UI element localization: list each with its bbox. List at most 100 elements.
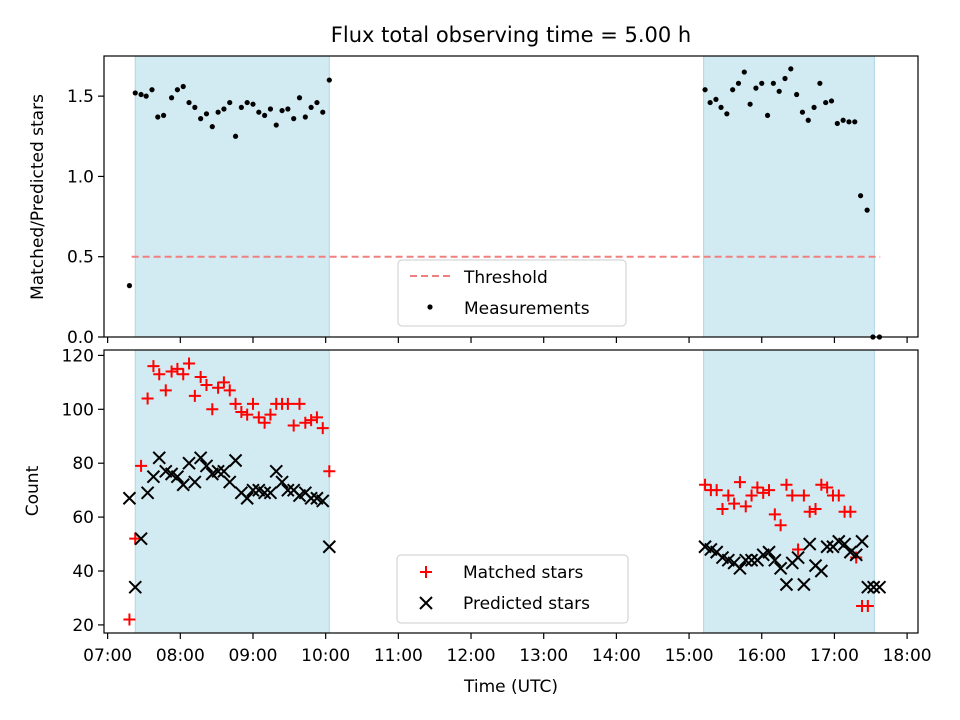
bottom-y-tick-label: 60 (72, 508, 94, 528)
predicted-star-point (872, 580, 887, 594)
x-tick-label: 13:00 (519, 646, 568, 666)
predicted-star-point (275, 475, 289, 489)
predicted-legend-label: Predicted stars (463, 594, 590, 614)
chart-title: Flux total observing time = 5.00 h (331, 23, 691, 47)
predicted-star-point (188, 475, 202, 489)
top-y-tick-label: 0.0 (67, 328, 94, 348)
measurement-point (314, 99, 320, 106)
measurement-point (160, 112, 167, 119)
top-y-tick-label: 0.5 (67, 248, 94, 268)
matched-star-point (299, 416, 312, 429)
predicted-star-point (246, 483, 260, 497)
measurement-point (823, 99, 829, 106)
measurement-point (227, 99, 233, 106)
x-tick-label: 14:00 (592, 646, 641, 666)
predicted-star-point (316, 494, 330, 508)
matched-star-point (281, 397, 294, 410)
measurement-point (735, 80, 742, 86)
matched-legend-label: Matched stars (463, 563, 583, 583)
matched-star-point (147, 360, 160, 373)
predicted-star-point (304, 491, 318, 505)
matched-star-point (739, 500, 752, 513)
bottom-y-tick-label: 20 (72, 616, 94, 636)
predicted-star-point (322, 540, 337, 554)
predicted-star-point (744, 553, 759, 567)
top-x-ticks (107, 337, 908, 343)
measurement-point (126, 283, 133, 289)
predicted-star-point (170, 469, 185, 484)
matched-star-point (763, 484, 776, 497)
matched-star-point (699, 478, 712, 491)
predicted-star-point (739, 553, 753, 567)
predicted-legend-marker (419, 596, 433, 610)
measurement-point (770, 80, 776, 86)
measurement-point (828, 98, 835, 104)
predicted-star-point (134, 531, 148, 546)
measurement-point (730, 87, 736, 93)
matched-star-point (246, 397, 259, 410)
matched-star-point (171, 362, 184, 375)
predicted-star-point (837, 537, 852, 551)
predicted-star-point (861, 580, 875, 594)
measurement-point (805, 117, 811, 123)
bottom-y-tick-label: 40 (72, 562, 94, 582)
measurement-point (149, 87, 155, 93)
measurement-point (279, 107, 285, 114)
matched-star-point (188, 389, 201, 402)
predicted-star-point (176, 478, 190, 492)
bottom-y-tick-label: 120 (62, 346, 94, 366)
predicted-star-point (257, 486, 272, 500)
matched-star-point (293, 397, 306, 410)
matched-star-point (809, 503, 822, 516)
matched-star-point (135, 459, 148, 472)
predicted-star-point (820, 540, 834, 554)
bottom-y-tick-label: 100 (62, 400, 94, 420)
matched-star-point (844, 505, 857, 518)
measurement-point (834, 120, 840, 127)
x-tick-label: 12:00 (447, 646, 496, 666)
predicted-star-point (240, 491, 254, 505)
matched-star-point (710, 484, 723, 497)
measurements-legend-marker (427, 304, 433, 310)
matched-star-point (821, 481, 834, 494)
matched-star-point (786, 489, 799, 502)
measurement-point (759, 80, 765, 86)
predicted-star-point (814, 564, 829, 578)
measurement-point (713, 96, 719, 102)
top-shaded-region-2 (703, 55, 875, 338)
measurement-point (702, 87, 708, 93)
matched-star-point (797, 489, 810, 502)
measurement-point (155, 114, 161, 120)
measurement-point (864, 207, 870, 213)
x-tick-label: 16:00 (737, 646, 786, 666)
matched-star-point (861, 600, 874, 613)
bottom-legend: Matched stars Predicted stars (396, 554, 629, 624)
measurement-point (753, 85, 759, 91)
predicted-star-point (217, 464, 231, 478)
measurement-point (817, 80, 823, 86)
x-tick-label: 18:00 (883, 646, 932, 666)
bottom-shaded-region-1 (134, 349, 330, 634)
measurements-legend-label: Measurements (464, 299, 590, 319)
measurement-point (320, 109, 326, 115)
measurement-point (296, 95, 303, 101)
matched-star-point (751, 481, 764, 494)
matched-star-point (815, 478, 828, 491)
matched-star-point (310, 411, 323, 424)
measurement-point (799, 109, 806, 115)
predicted-star-point (779, 577, 794, 592)
matched-star-point (264, 408, 277, 421)
matched-star-point (183, 357, 196, 370)
x-tick-label: 10:00 (301, 646, 350, 666)
matched-star-point (123, 613, 136, 626)
top-y-tick-label: 1.0 (67, 167, 94, 187)
predicted-star-point (762, 545, 776, 559)
matched-star-point (716, 503, 729, 516)
predicted-star-point (281, 483, 295, 497)
measurement-point (794, 91, 800, 98)
predicted-star-point (122, 491, 137, 505)
bottom-panel: 20 40 60 80 100 120 07:00 08:00 09:00 10:00 11:00… (23, 346, 932, 697)
bottom-legend-box (396, 554, 629, 624)
predicted-star-point (146, 469, 161, 484)
measurement-point (132, 90, 138, 96)
